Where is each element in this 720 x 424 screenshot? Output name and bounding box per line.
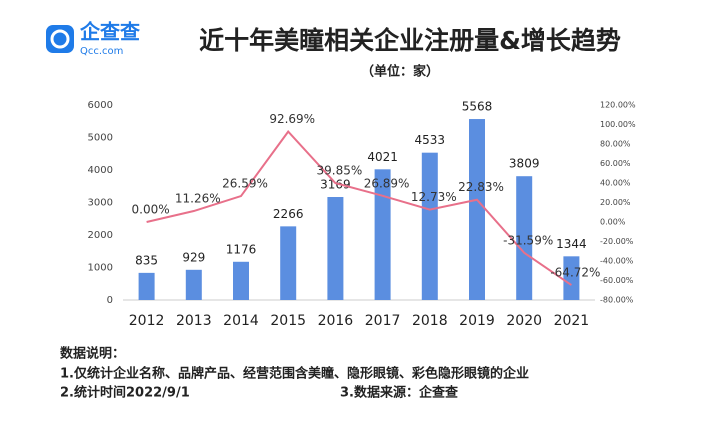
y-tick-label: 5000 <box>88 133 113 144</box>
bar-value-label: 4533 <box>415 133 446 147</box>
y2-tick-label: 0.00% <box>600 218 626 227</box>
line-value-label: 92.69% <box>269 112 315 126</box>
x-tick-label: 2017 <box>365 313 401 329</box>
bar <box>421 152 438 300</box>
logo-icon-ring <box>50 29 70 49</box>
x-tick-label: 2020 <box>506 313 542 329</box>
y2-tick-label: -20.00% <box>600 237 634 246</box>
bar <box>374 169 391 300</box>
line-value-label: 12.73% <box>411 190 457 204</box>
chart-subtitle: （单位：家） <box>361 64 439 80</box>
y-tick-label: 4000 <box>88 165 113 176</box>
y-tick-label: 6000 <box>88 100 113 111</box>
notes-heading: 数据说明： <box>60 346 125 362</box>
line-value-label: 0.00% <box>132 203 170 217</box>
logo-site: Qcc.com <box>80 46 123 57</box>
bar <box>280 226 297 300</box>
bar-value-label: 2266 <box>273 207 304 221</box>
bar <box>516 176 533 300</box>
line-value-label: 22.83% <box>458 180 504 194</box>
bar-value-label: 5568 <box>462 100 493 114</box>
y2-tick-label: 20.00% <box>600 198 631 207</box>
y-tick-label: 0 <box>107 295 113 306</box>
x-tick-label: 2015 <box>270 313 306 329</box>
line-value-label: -31.59% <box>503 233 553 247</box>
bar-value-label: 929 <box>182 250 205 264</box>
y2-tick-label: 60.00% <box>600 159 631 168</box>
bar <box>327 197 344 300</box>
y2-tick-label: 100.00% <box>600 120 636 129</box>
note: 1.仅统计企业名称、品牌产品、经营范围含美瞳、隐形眼镜、彩色隐形眼镜的企业 <box>60 366 529 382</box>
bar-value-label: 1344 <box>556 237 587 251</box>
bar-value-label: 4021 <box>367 150 398 164</box>
y-tick-label: 1000 <box>88 263 113 274</box>
x-tick-label: 2012 <box>129 313 165 329</box>
bar <box>138 272 155 300</box>
bar-value-label: 3809 <box>509 157 540 171</box>
note: 3.数据来源：企查查 <box>340 385 459 401</box>
note: 2.统计时间2022/9/1 <box>60 385 190 401</box>
x-tick-label: 2018 <box>412 313 448 329</box>
y2-tick-label: 120.00% <box>600 101 636 110</box>
line-value-label: 26.89% <box>364 176 410 190</box>
x-tick-label: 2013 <box>176 313 212 329</box>
line-value-label: 26.59% <box>222 177 268 191</box>
line-value-label: -64.72% <box>550 266 600 280</box>
x-tick-label: 2019 <box>459 313 495 329</box>
logo-name: 企查查 <box>79 20 140 44</box>
chart-title: 近十年美瞳相关企业注册量&增长趋势 <box>199 26 621 55</box>
line-value-label: 11.26% <box>175 192 221 206</box>
bar <box>469 119 485 300</box>
bar-value-label: 1176 <box>226 242 257 256</box>
bar <box>233 261 249 300</box>
bar-value-label: 3169 <box>320 178 351 192</box>
y2-tick-label: 40.00% <box>600 179 631 188</box>
y-tick-label: 2000 <box>88 230 113 241</box>
bar-value-label: 835 <box>135 253 158 267</box>
line <box>146 130 572 286</box>
bar <box>563 256 580 300</box>
x-tick-label: 2014 <box>223 313 259 329</box>
y-tick-label: 3000 <box>88 198 113 209</box>
y2-tick-label: -40.00% <box>600 257 634 266</box>
bar <box>185 269 202 300</box>
x-tick-label: 2021 <box>554 313 590 329</box>
x-tick-label: 2016 <box>318 313 354 329</box>
line-value-label: 39.85% <box>317 164 363 178</box>
y2-tick-label: -60.00% <box>600 276 634 285</box>
y2-tick-label: -80.00% <box>600 296 634 305</box>
y2-tick-label: 80.00% <box>600 140 631 149</box>
logo-icon <box>46 25 74 53</box>
